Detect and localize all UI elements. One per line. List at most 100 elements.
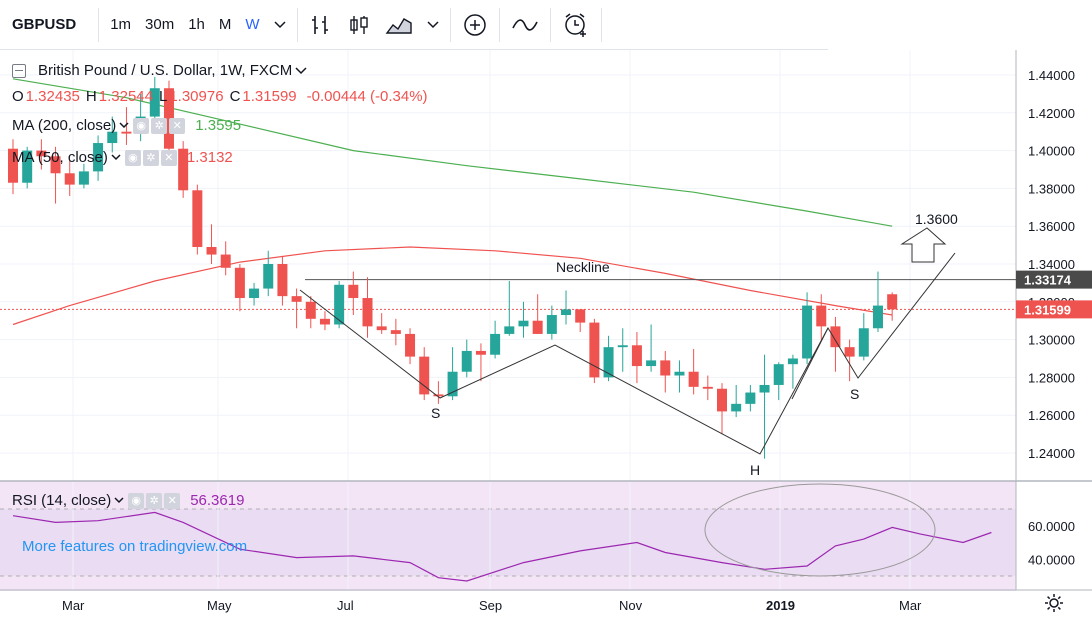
ma50-value: 1.3132 xyxy=(186,149,233,166)
high-label: H xyxy=(85,88,97,105)
rsi-line xyxy=(12,511,992,582)
remove-close-icon[interactable]: ✕ xyxy=(164,492,181,509)
candle-body xyxy=(575,309,586,323)
settings-gear-icon[interactable]: ✲ xyxy=(151,117,168,134)
eye-icon[interactable]: ◉ xyxy=(124,149,141,166)
time-tick-label: Mar xyxy=(899,598,922,613)
rsi-highlight-ellipse xyxy=(704,483,936,577)
rsi-band-fill xyxy=(0,509,1016,576)
indicators-icon[interactable] xyxy=(504,8,546,42)
price-tick-label: 1.42000 xyxy=(1028,106,1075,121)
candle-body xyxy=(532,320,543,334)
ma200-label[interactable]: MA (200, close) xyxy=(12,117,117,134)
time-tick-label: Nov xyxy=(619,598,643,613)
ma50-label[interactable]: MA (50, close) xyxy=(12,149,108,166)
candle-body xyxy=(178,148,189,191)
more-features-link[interactable]: More features on tradingview.com xyxy=(22,538,248,555)
series-chevron-icon[interactable] xyxy=(295,66,307,75)
candle-body xyxy=(93,143,104,172)
timeframe-dropdown-chevron-icon[interactable] xyxy=(267,8,293,42)
candle-body xyxy=(759,384,770,393)
legend-collapse-icon[interactable] xyxy=(12,63,26,78)
candle-body xyxy=(305,301,316,319)
candle-body xyxy=(376,326,387,331)
time-tick-label: May xyxy=(207,598,232,613)
alert-clock-icon[interactable] xyxy=(555,8,597,42)
settings-gear-icon[interactable]: ✲ xyxy=(142,149,159,166)
timeframe-week-button[interactable]: W xyxy=(245,16,260,33)
chart-style-chevron-icon[interactable] xyxy=(420,8,446,42)
close-label: C xyxy=(229,88,241,105)
ma50-chevron-icon[interactable] xyxy=(111,153,121,162)
ma200-chevron-icon[interactable] xyxy=(119,121,129,130)
bar-style-icon[interactable] xyxy=(302,8,340,42)
head-shoulders-trendline xyxy=(299,252,956,455)
candle-body xyxy=(745,392,756,404)
candle-body xyxy=(78,171,89,185)
low-value: 1.30976 xyxy=(169,88,224,105)
chart-area[interactable]: Neckline 1.3600 S H S 1.44000 1.42000 1.40000 1.… xyxy=(0,50,1092,619)
candle-body xyxy=(121,131,132,134)
ma200-legend[interactable]: MA (200, close) ◉ ✲ ✕ 1.3595 xyxy=(12,117,241,134)
timeframe-month-button[interactable]: M xyxy=(218,16,232,33)
candle-body xyxy=(334,284,345,325)
close-value: 1.31599 xyxy=(242,88,297,105)
chart-settings-gear-icon[interactable] xyxy=(1044,593,1064,613)
candle-body xyxy=(461,350,472,372)
area-style-icon[interactable] xyxy=(378,8,420,42)
candle-body xyxy=(688,371,699,387)
timeframe-30m-button[interactable]: 30m xyxy=(145,16,175,33)
candle-body xyxy=(660,360,671,376)
price-tick-label: 1.36000 xyxy=(1028,219,1075,234)
left-shoulder-label: S xyxy=(431,405,440,421)
candle-body xyxy=(887,294,898,310)
candle-body xyxy=(22,150,33,183)
candle-body xyxy=(362,298,373,327)
eye-icon[interactable]: ◉ xyxy=(133,117,150,134)
symbol-search-button[interactable]: GBPUSD xyxy=(12,16,77,33)
settings-gear-icon[interactable]: ✲ xyxy=(146,492,163,509)
open-label: O xyxy=(12,88,24,105)
candle-body xyxy=(546,315,557,334)
price-tag-label: 1.33174 xyxy=(1024,273,1072,288)
timeframe-1h-button[interactable]: 1h xyxy=(188,16,205,33)
time-tick-label: 2019 xyxy=(766,598,795,613)
target-up-arrow-icon xyxy=(900,227,947,263)
rsi-chevron-icon[interactable] xyxy=(114,496,124,505)
ma50-legend[interactable]: MA (50, close) ◉ ✲ ✕ 1.3132 xyxy=(12,149,233,166)
series-title[interactable]: British Pound / U.S. Dollar, 1W, FXCM xyxy=(38,62,293,79)
candle-body xyxy=(561,309,572,316)
candle-body xyxy=(717,388,727,412)
remove-close-icon[interactable]: ✕ xyxy=(160,149,177,166)
candle-body xyxy=(603,347,614,378)
candle-body xyxy=(234,267,245,299)
rsi-legend[interactable]: RSI (14, close) ◉ ✲ ✕ 56.3619 xyxy=(12,492,244,509)
candle-body xyxy=(646,360,657,367)
candle-body xyxy=(149,88,160,117)
target-label: 1.3600 xyxy=(915,211,958,227)
candle-body xyxy=(475,350,486,355)
candle-body xyxy=(390,330,401,334)
rsi-label[interactable]: RSI (14, close) xyxy=(12,492,112,509)
candle-body xyxy=(589,322,600,378)
remove-close-icon[interactable]: ✕ xyxy=(169,117,186,134)
rsi-value: 56.3619 xyxy=(190,492,245,509)
candle-body xyxy=(220,254,231,268)
candle-body xyxy=(830,326,841,348)
price-tick-label: 1.40000 xyxy=(1028,144,1075,159)
candle-body xyxy=(490,333,501,355)
compare-add-icon[interactable] xyxy=(455,8,495,42)
eye-icon[interactable]: ◉ xyxy=(128,492,145,509)
ma50-line xyxy=(12,246,893,326)
candle-body xyxy=(50,156,61,174)
candle-style-icon[interactable] xyxy=(340,8,378,42)
candle-body xyxy=(8,148,18,183)
neckline-label: Neckline xyxy=(556,259,610,275)
price-tick-label: 1.28000 xyxy=(1028,370,1075,385)
timeframe-1m-button[interactable]: 1m xyxy=(110,16,132,33)
candle-body xyxy=(64,173,75,185)
ma200-value: 1.3595 xyxy=(195,117,242,134)
candle-body xyxy=(816,305,827,327)
candle-body xyxy=(419,356,430,395)
candle-body xyxy=(872,305,883,329)
